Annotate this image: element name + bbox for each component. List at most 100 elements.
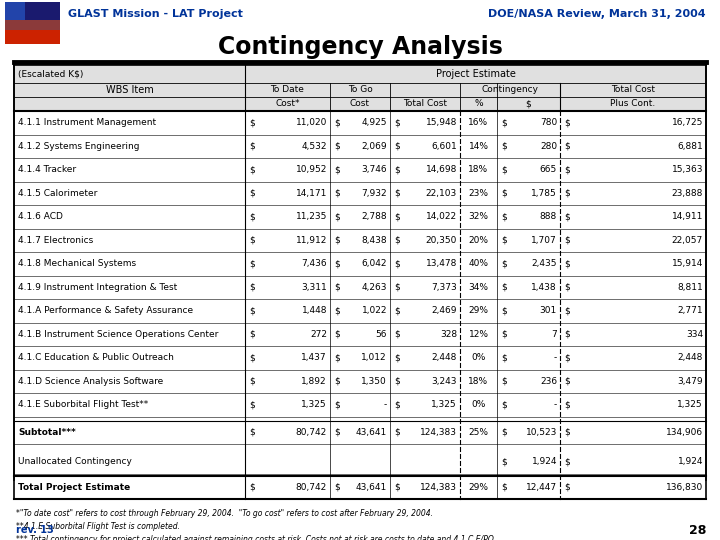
Text: 15,948: 15,948 [426,118,457,127]
Text: $: $ [394,483,400,492]
Text: 7,932: 7,932 [361,189,387,198]
Text: $: $ [334,306,340,315]
Text: 4.1.8 Mechanical Systems: 4.1.8 Mechanical Systems [18,259,136,268]
Text: Contingency Analysis: Contingency Analysis [217,35,503,59]
Text: 56: 56 [376,330,387,339]
Text: 80,742: 80,742 [296,483,327,492]
Text: Total Project Estimate: Total Project Estimate [18,483,130,492]
Text: $: $ [249,141,255,151]
Text: %: % [474,99,483,109]
Text: 4.1.4 Tracker: 4.1.4 Tracker [18,165,76,174]
Text: 1,325: 1,325 [302,400,327,409]
Text: $: $ [394,236,400,245]
Text: 3,746: 3,746 [361,165,387,174]
Text: $: $ [564,189,570,198]
Text: $: $ [501,212,507,221]
Text: 23%: 23% [469,189,488,198]
Text: 780: 780 [540,118,557,127]
Text: 4.1.2 Systems Engineering: 4.1.2 Systems Engineering [18,141,140,151]
Text: $: $ [249,377,255,386]
Text: 34%: 34% [469,283,488,292]
Text: $: $ [501,283,507,292]
Text: $: $ [249,189,255,198]
Text: $: $ [394,259,400,268]
Text: 0%: 0% [472,400,486,409]
Text: 4.1.A Performance & Safety Assurance: 4.1.A Performance & Safety Assurance [18,306,193,315]
Text: 20%: 20% [469,236,488,245]
Text: 301: 301 [540,306,557,315]
Text: $: $ [249,283,255,292]
Text: $: $ [526,99,531,109]
Text: -: - [554,400,557,409]
Text: $: $ [564,141,570,151]
Text: $: $ [394,353,400,362]
Text: 236: 236 [540,377,557,386]
Text: 18%: 18% [469,377,489,386]
Text: $: $ [334,236,340,245]
Text: $: $ [394,212,400,221]
Text: $: $ [249,483,255,492]
Text: 40%: 40% [469,259,488,268]
Text: 4,925: 4,925 [361,118,387,127]
Text: 6,881: 6,881 [678,141,703,151]
Text: -: - [554,353,557,362]
Text: $: $ [564,330,570,339]
Text: *** Total contingency for project calculated against remaining costs at risk. Co: *** Total contingency for project calcul… [16,535,496,540]
Text: $: $ [564,428,570,437]
Text: Unallocated Contingency: Unallocated Contingency [18,457,132,466]
Text: 16,725: 16,725 [672,118,703,127]
Text: 1,325: 1,325 [431,400,457,409]
Text: 3,243: 3,243 [431,377,457,386]
Text: *"To date cost" refers to cost through February 29, 2004.  "To go cost" refers t: *"To date cost" refers to cost through F… [16,509,433,518]
Text: 328: 328 [440,330,457,339]
Text: 4.1.E Suborbital Flight Test**: 4.1.E Suborbital Flight Test** [18,400,148,409]
Text: 1,012: 1,012 [361,353,387,362]
Text: $: $ [564,483,570,492]
Text: $: $ [249,165,255,174]
Text: 2,448: 2,448 [431,353,457,362]
Text: $: $ [394,283,400,292]
Text: 1,325: 1,325 [678,400,703,409]
Text: 4.1.B Instrument Science Operations Center: 4.1.B Instrument Science Operations Cent… [18,330,218,339]
Text: 1,924: 1,924 [531,457,557,466]
Text: $: $ [249,353,255,362]
Text: 20,350: 20,350 [426,236,457,245]
Text: 1,892: 1,892 [302,377,327,386]
Text: 7,373: 7,373 [431,283,457,292]
Text: 2,069: 2,069 [361,141,387,151]
Text: $: $ [501,141,507,151]
Text: 13,478: 13,478 [426,259,457,268]
Text: 136,830: 136,830 [666,483,703,492]
Text: $: $ [564,118,570,127]
Text: $: $ [394,428,400,437]
Text: (Escalated K$): (Escalated K$) [18,70,84,78]
Text: $: $ [334,212,340,221]
Text: $: $ [334,400,340,409]
Text: $: $ [394,400,400,409]
Text: $: $ [564,259,570,268]
Text: $: $ [334,283,340,292]
Text: 280: 280 [540,141,557,151]
Text: 3,311: 3,311 [301,283,327,292]
Text: 6,601: 6,601 [431,141,457,151]
Text: 29%: 29% [469,306,488,315]
Text: $: $ [334,118,340,127]
Text: 4.1.1 Instrument Management: 4.1.1 Instrument Management [18,118,156,127]
Text: To Go: To Go [348,85,372,94]
Text: 124,383: 124,383 [420,483,457,492]
Text: 334: 334 [686,330,703,339]
Text: 22,103: 22,103 [426,189,457,198]
Text: 8,438: 8,438 [361,236,387,245]
Text: To Date: To Date [271,85,305,94]
Text: $: $ [501,330,507,339]
Text: $: $ [501,457,507,466]
Text: $: $ [249,428,255,437]
Text: 14,698: 14,698 [426,165,457,174]
Text: 4.1.6 ACD: 4.1.6 ACD [18,212,63,221]
Text: 28: 28 [688,523,706,537]
Text: $: $ [501,306,507,315]
Text: $: $ [334,428,340,437]
Text: 11,235: 11,235 [296,212,327,221]
Text: 22,057: 22,057 [672,236,703,245]
Text: 4.1.C Education & Public Outreach: 4.1.C Education & Public Outreach [18,353,174,362]
